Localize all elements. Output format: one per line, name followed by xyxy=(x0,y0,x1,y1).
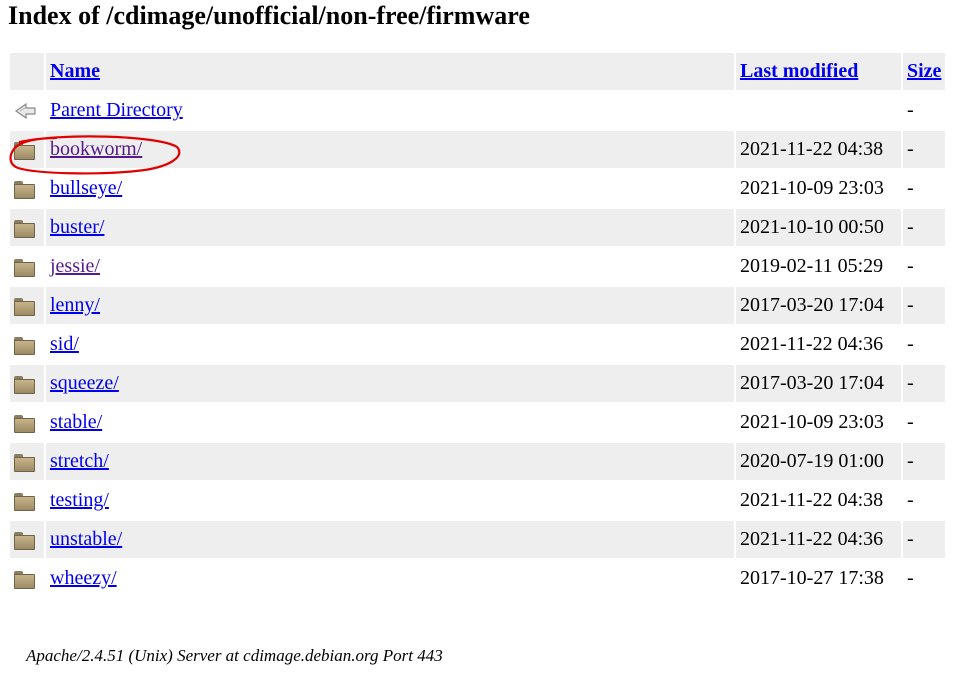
table-row: stretch/ 2020-07-19 01:00 - xyxy=(10,443,946,480)
row-size: - xyxy=(907,177,914,199)
folder-icon xyxy=(14,219,35,238)
row-date: 2021-11-22 04:36 xyxy=(736,521,901,558)
row-date: 2019-02-11 05:29 xyxy=(740,255,884,277)
folder-icon xyxy=(14,258,35,277)
header-row: Name Last modified Size xyxy=(10,53,946,90)
header-name-cell: Name xyxy=(46,53,734,90)
table-row: buster/ 2021-10-10 00:50 - xyxy=(10,209,946,246)
row-date: 2021-11-22 04:38 xyxy=(736,131,901,168)
folder-link-bookworm[interactable]: bookworm/ xyxy=(50,138,143,160)
row-size: - xyxy=(903,521,946,558)
table-row: bullseye/ 2021-10-09 23:03 - xyxy=(10,170,945,207)
table-row: jessie/ 2019-02-11 05:29 - xyxy=(10,248,945,285)
sort-by-name-link[interactable]: Name xyxy=(50,60,100,82)
parent-date xyxy=(736,92,901,129)
header-last-modified-cell: Last modified xyxy=(736,53,901,90)
server-signature: Apache/2.4.51 (Unix) Server at cdimage.d… xyxy=(26,646,443,665)
row-size: - xyxy=(907,255,914,277)
parent-size: - xyxy=(907,99,914,121)
table-row: bookworm/ 2021-11-22 04:38 - xyxy=(10,131,946,168)
table-row: squeeze/ 2017-03-20 17:04 - xyxy=(10,365,946,402)
folder-link-testing[interactable]: testing/ xyxy=(50,489,109,511)
folder-icon xyxy=(14,453,35,472)
table-row: unstable/ 2021-11-22 04:36 - xyxy=(10,521,946,558)
folder-link-sid[interactable]: sid/ xyxy=(50,333,79,355)
parent-directory-row: Parent Directory - xyxy=(10,92,945,129)
sort-by-size-link[interactable]: Size xyxy=(907,60,942,82)
table-row: sid/ 2021-11-22 04:36 - xyxy=(10,326,945,363)
table-row: wheezy/ 2017-10-27 17:38 - xyxy=(10,560,945,597)
row-size: - xyxy=(907,333,914,355)
folder-link-bullseye[interactable]: bullseye/ xyxy=(50,177,123,199)
row-date: 2020-07-19 01:00 xyxy=(736,443,901,480)
folder-icon xyxy=(14,375,35,394)
folder-icon xyxy=(14,336,35,355)
folder-icon xyxy=(14,492,35,511)
row-size: - xyxy=(903,209,946,246)
row-date: 2021-10-09 23:03 xyxy=(740,177,884,199)
sort-by-last-modified-link[interactable]: Last modified xyxy=(740,60,859,82)
row-size: - xyxy=(903,131,946,168)
table-row: stable/ 2021-10-09 23:03 - xyxy=(10,404,945,441)
row-size: - xyxy=(903,365,946,402)
row-date: 2017-03-20 17:04 xyxy=(736,287,901,324)
row-size: - xyxy=(903,287,946,324)
row-date: 2021-11-22 04:36 xyxy=(740,333,884,355)
folder-link-buster[interactable]: buster/ xyxy=(50,216,105,238)
page-title: Index of /cdimage/unofficial/non-free/fi… xyxy=(8,1,530,30)
folder-icon xyxy=(14,297,35,316)
folder-icon xyxy=(14,531,35,550)
folder-icon xyxy=(14,570,35,589)
table-row: lenny/ 2017-03-20 17:04 - xyxy=(10,287,946,324)
folder-link-stretch[interactable]: stretch/ xyxy=(50,450,109,472)
folder-link-lenny[interactable]: lenny/ xyxy=(50,294,100,316)
back-arrow-icon xyxy=(14,103,36,120)
row-date: 2017-10-27 17:38 xyxy=(740,567,884,589)
row-date: 2017-03-20 17:04 xyxy=(736,365,901,402)
row-date: 2021-10-09 23:03 xyxy=(740,411,884,433)
directory-listing: Name Last modified Size Parent Directory… xyxy=(8,51,947,599)
row-date: 2021-11-22 04:38 xyxy=(740,489,884,511)
row-size: - xyxy=(907,489,914,511)
folder-link-wheezy[interactable]: wheezy/ xyxy=(50,567,117,589)
folder-icon xyxy=(14,414,35,433)
parent-directory-link[interactable]: Parent Directory xyxy=(50,99,183,121)
header-icon-cell xyxy=(10,53,44,90)
folder-link-jessie[interactable]: jessie/ xyxy=(50,255,100,277)
header-size-cell: Size xyxy=(903,53,946,90)
row-size: - xyxy=(903,443,946,480)
row-size: - xyxy=(907,567,914,589)
folder-icon xyxy=(14,180,35,199)
folder-link-stable[interactable]: stable/ xyxy=(50,411,103,433)
folder-link-unstable[interactable]: unstable/ xyxy=(50,528,123,550)
row-size: - xyxy=(907,411,914,433)
folder-link-squeeze[interactable]: squeeze/ xyxy=(50,372,119,394)
row-date: 2021-10-10 00:50 xyxy=(736,209,901,246)
folder-icon xyxy=(14,141,35,160)
table-row: testing/ 2021-11-22 04:38 - xyxy=(10,482,945,519)
